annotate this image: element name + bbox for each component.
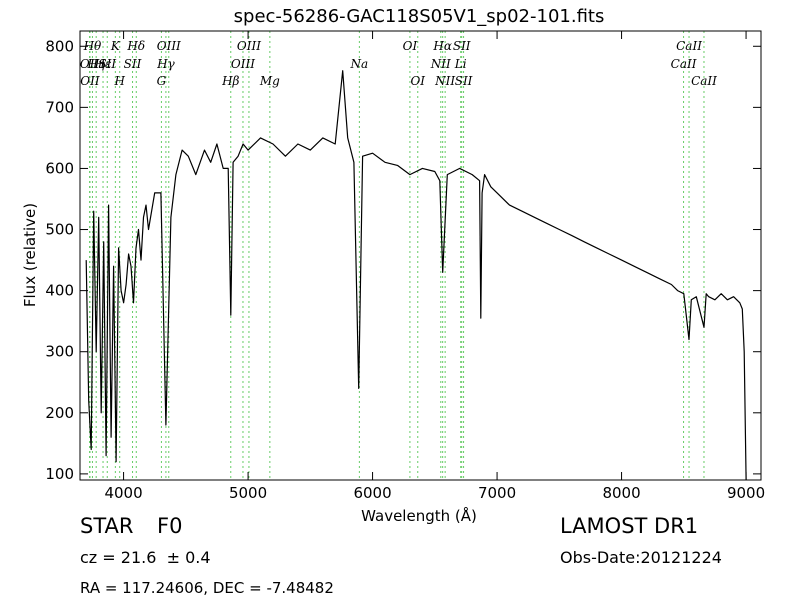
x-tick-label-4: 8000 xyxy=(602,484,640,502)
line-label-22: NII xyxy=(434,74,455,88)
line-label-6: K xyxy=(110,39,121,53)
line-label-9: SII xyxy=(124,57,142,71)
spectral-line-labels: OIIOIIHθHηHεSIIKHHδSIIGHγOIIIHβOIIIOIIIM… xyxy=(80,39,717,88)
y-tick-label-2: 300 xyxy=(45,343,74,361)
line-label-0: OII xyxy=(80,57,100,71)
line-label-19: OI xyxy=(410,74,425,88)
y-tick-label-4: 500 xyxy=(45,221,74,239)
line-label-10: G xyxy=(157,74,167,88)
x-tick-label-0: 4000 xyxy=(104,484,142,502)
line-label-17: Na xyxy=(350,57,369,71)
line-label-3: Hη xyxy=(86,57,105,71)
survey-name: LAMOST DR1 xyxy=(560,514,699,538)
line-label-25: SII xyxy=(455,74,473,88)
y-axis-ticks: 100 200 300 400 500 600 700 800 xyxy=(45,37,761,483)
line-label-4: Hε xyxy=(94,57,112,71)
ra-dec: RA = 117.24606, DEC = -7.48482 xyxy=(80,579,334,597)
y-tick-label-5: 600 xyxy=(45,159,74,177)
x-axis-label: Wavelength (Å) xyxy=(361,506,477,525)
line-label-11: Hγ xyxy=(156,57,175,71)
y-tick-label-7: 800 xyxy=(45,37,74,55)
line-label-20: NII xyxy=(430,57,451,71)
y-tick-label-0: 100 xyxy=(45,465,74,483)
spectrum-line xyxy=(85,70,747,481)
line-label-13: Hβ xyxy=(221,74,239,88)
class-type: STAR xyxy=(80,514,134,538)
y-axis-label: Flux (relative) xyxy=(21,203,39,307)
line-label-8: Hδ xyxy=(126,39,145,53)
line-label-16: Mg xyxy=(259,74,280,88)
line-label-24: SII xyxy=(453,39,471,53)
y-tick-label-3: 400 xyxy=(45,282,74,300)
chart-title: spec-56286-GAC118S05V1_sp02-101.fits xyxy=(234,6,605,27)
x-tick-label-1: 5000 xyxy=(229,484,267,502)
y-tick-label-1: 200 xyxy=(45,404,74,422)
obs-date: Obs-Date:20121224 xyxy=(560,548,722,567)
x-tick-label-2: 6000 xyxy=(353,484,391,502)
plot-frame xyxy=(79,30,762,481)
line-label-28: CaII xyxy=(691,74,717,88)
line-label-15: OIII xyxy=(237,39,261,53)
line-label-26: CaII xyxy=(671,57,697,71)
line-label-7: H xyxy=(113,74,125,88)
x-tick-label-3: 7000 xyxy=(478,484,516,502)
subclass: F0 xyxy=(157,514,183,538)
line-label-21: Hα xyxy=(432,39,452,53)
line-label-1: OII xyxy=(80,74,100,88)
line-label-18: OI xyxy=(403,39,418,53)
line-label-14: OIII xyxy=(231,57,255,71)
line-label-23: Li xyxy=(454,57,467,71)
redshift-cz: cz = 21.6 ± 0.4 xyxy=(80,548,211,567)
x-tick-label-5: 9000 xyxy=(727,484,765,502)
line-label-5: SII xyxy=(98,57,116,71)
x-axis-ticks: 4000 5000 6000 7000 8000 9000 xyxy=(104,31,765,502)
line-label-27: CaII xyxy=(676,39,702,53)
y-tick-label-6: 700 xyxy=(45,98,74,116)
line-label-12: OIII xyxy=(157,39,181,53)
line-label-2: Hθ xyxy=(83,39,102,53)
